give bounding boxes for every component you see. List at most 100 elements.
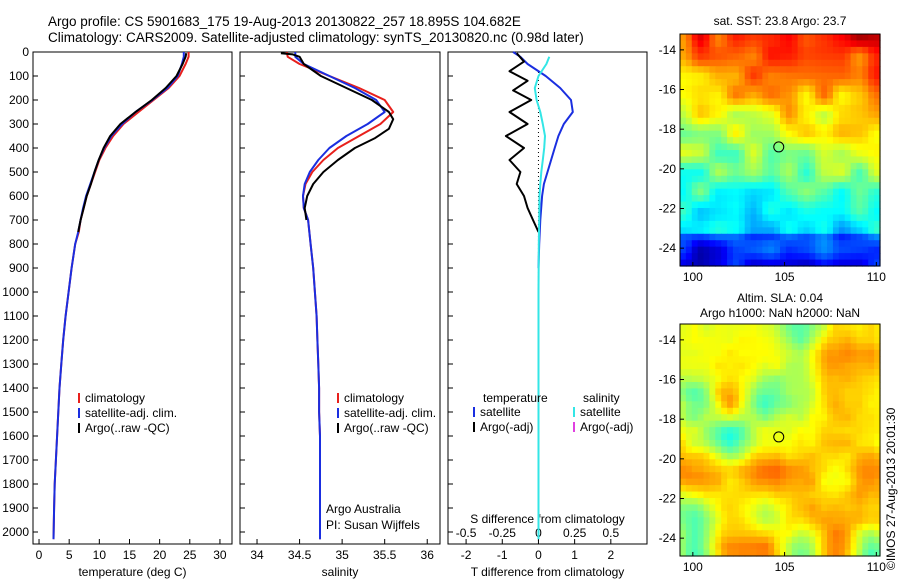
sla-map-cell [697, 336, 705, 344]
sla-map-cell [874, 324, 881, 332]
sst-map-cell [721, 246, 728, 254]
sst-map-cell [691, 253, 699, 261]
sla-map-cell [868, 420, 875, 428]
sst-map-cell [827, 182, 834, 190]
sla-map-cell [697, 452, 705, 460]
sla-map-cell [744, 420, 752, 428]
sst-map-cell [821, 34, 828, 42]
sst-map-cell [868, 137, 875, 145]
sla-map-cell [856, 349, 863, 357]
sst-map-cell [768, 104, 775, 112]
sst-map-cell [744, 117, 752, 125]
sla-map-cell [721, 382, 728, 390]
sla-map-cell [727, 330, 734, 338]
sst-map-cell [697, 240, 705, 248]
sst-map-cell [856, 175, 863, 183]
sla-map-cell [797, 446, 805, 454]
sla-map-cell [709, 324, 716, 332]
sla-map-cell [809, 523, 816, 531]
sst-map-cell [821, 156, 828, 164]
sst-map-cell [797, 124, 805, 132]
sla-map-cell [680, 510, 687, 518]
sst-map-cell [715, 34, 722, 42]
sla-map-cell [732, 394, 740, 402]
sst-map-cell [774, 111, 781, 119]
sla-map-cell [850, 491, 858, 499]
sst-map-cell [809, 182, 816, 190]
sst-map-cell [821, 214, 828, 222]
sst-map-cell [844, 150, 852, 158]
sla-map-cell [774, 517, 781, 525]
sst-map-cell [721, 240, 728, 248]
sst-map-cell [856, 137, 863, 145]
sla-map-cell [832, 478, 840, 486]
sst-map-cell [732, 233, 740, 241]
sla-map-cell [862, 420, 869, 428]
sst-map-cell [703, 195, 711, 203]
sst-map-cell [874, 259, 881, 267]
sst-map-cell [703, 169, 711, 177]
sla-map-cell [680, 543, 687, 551]
sst-map-cell [803, 150, 811, 158]
sla-map-cell [803, 549, 811, 557]
sla-map-cell [774, 530, 781, 538]
sst-map-cell [744, 227, 752, 235]
sla-map-cell [791, 549, 799, 557]
sla-map-cell [809, 336, 816, 344]
sla-map-cell [785, 427, 793, 435]
sla-map-cell [862, 523, 869, 531]
sla-map-cell [874, 491, 881, 499]
sla-map-cell [680, 356, 687, 364]
sla-map-cell [803, 375, 811, 383]
sst-map-cell [868, 124, 875, 132]
sla-map-cell [868, 549, 875, 557]
sla-map-cell [768, 356, 775, 364]
sst-map-cell [815, 162, 822, 170]
sla-map-cell [750, 420, 758, 428]
sla-map-cell [862, 498, 869, 506]
sst-map-cell [780, 92, 787, 100]
sst-map-cell [874, 162, 881, 170]
sst-map-cell [850, 34, 858, 42]
sst-map-cell [691, 208, 699, 216]
sst-map-cell [703, 188, 711, 196]
salinity-series-argo-raw-qc- [280, 52, 395, 221]
sla-map-cell [691, 407, 699, 415]
sst-map-cell [844, 85, 852, 93]
sla-map-cell [715, 498, 722, 506]
sst-map-cell [691, 175, 699, 183]
sst-map-cell [768, 169, 775, 177]
sla-map-cell [827, 369, 834, 377]
sla-map-cell [732, 465, 740, 473]
sla-map-cell [827, 330, 834, 338]
sst-map-cell [862, 66, 869, 74]
sst-map-cell [709, 72, 716, 80]
sst-map-cell [732, 92, 740, 100]
sst-map-cell [738, 195, 746, 203]
sla-map-cell [832, 440, 840, 448]
sla-map-cell [809, 343, 816, 351]
sst-map-cell [680, 253, 687, 261]
sla-map-cell [709, 414, 716, 422]
sst-map-cell [738, 182, 746, 190]
sla-map-cell [768, 369, 775, 377]
sst-map-cell [703, 79, 711, 87]
sst-map-cell [874, 104, 881, 112]
sla-map-cell [774, 382, 781, 390]
sst-map-cell [821, 169, 828, 177]
sst-map-cell [797, 208, 805, 216]
sla-map-cell [832, 517, 840, 525]
sst-map-cell [821, 150, 828, 158]
sla-map-cell [732, 407, 740, 415]
sla-map-cell [697, 517, 705, 525]
sst-map-cell [744, 59, 752, 67]
temperature-x-tick-label: 15 [123, 548, 137, 562]
sla-map-cell [691, 478, 699, 486]
sla-map-cell [756, 420, 763, 428]
temperature-x-tick-label: 30 [213, 548, 227, 562]
sst-map-cell [797, 130, 805, 138]
sst-map-cell [832, 253, 840, 261]
sst-map-cell [697, 85, 705, 93]
sla-map-cell [821, 401, 828, 409]
sst-map-cell [680, 117, 687, 125]
